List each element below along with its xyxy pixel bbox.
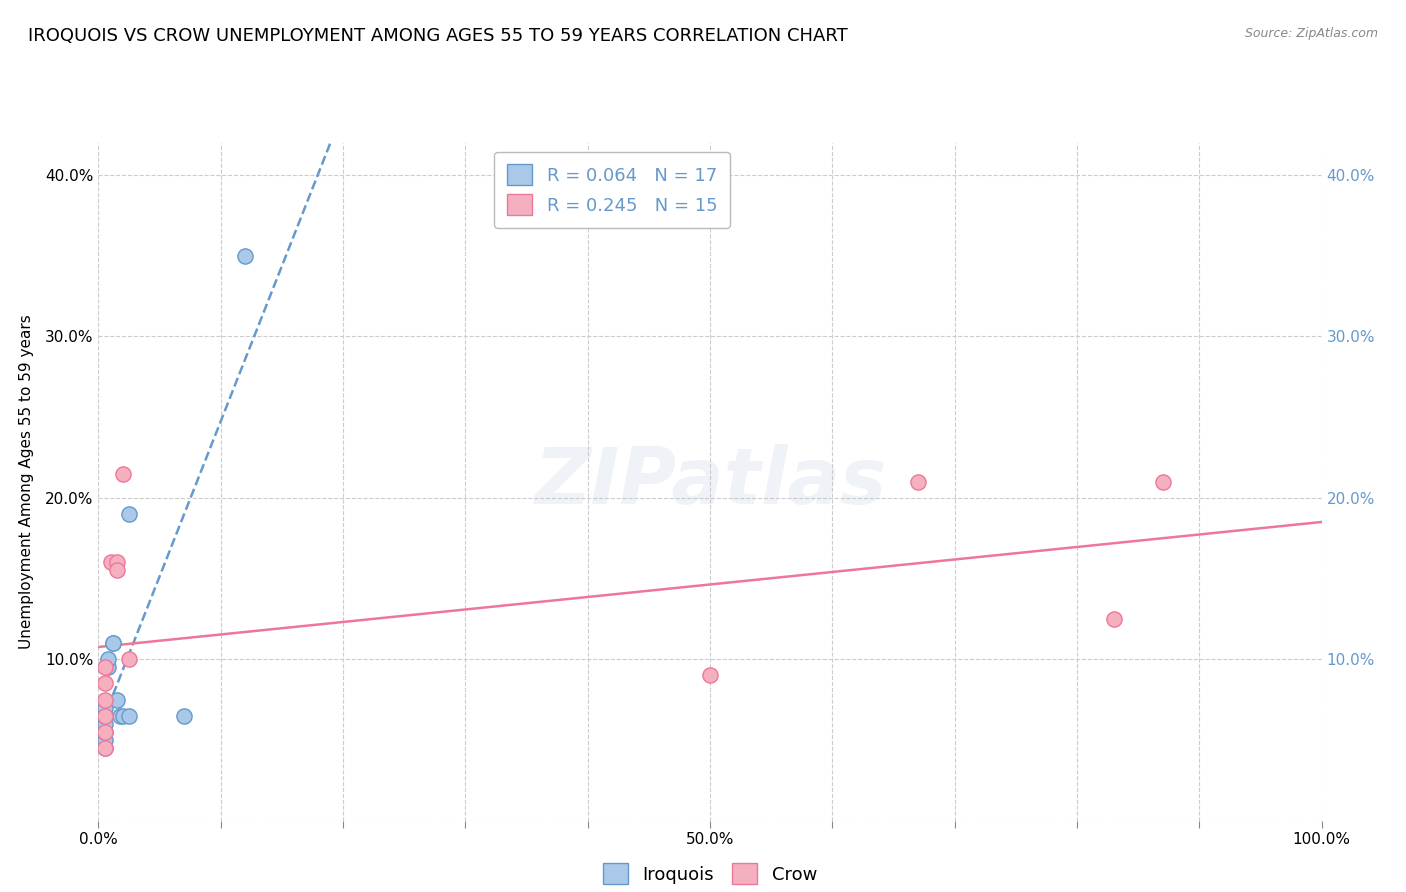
Text: ZIPatlas: ZIPatlas xyxy=(534,443,886,520)
Point xyxy=(97,660,120,674)
Point xyxy=(1152,475,1174,489)
Point xyxy=(1102,612,1125,626)
Point xyxy=(173,708,195,723)
Point xyxy=(100,555,122,569)
Legend: Iroquois, Crow: Iroquois, Crow xyxy=(593,854,827,892)
Point xyxy=(93,741,115,756)
Point xyxy=(118,507,141,521)
Point xyxy=(93,716,115,731)
Point xyxy=(93,700,115,714)
Point xyxy=(118,708,141,723)
Point xyxy=(105,564,128,578)
Point xyxy=(93,708,115,723)
Point xyxy=(93,676,115,690)
Point xyxy=(93,708,115,723)
Point xyxy=(110,708,132,723)
Y-axis label: Unemployment Among Ages 55 to 59 years: Unemployment Among Ages 55 to 59 years xyxy=(18,314,34,649)
Point xyxy=(111,467,134,481)
Text: Source: ZipAtlas.com: Source: ZipAtlas.com xyxy=(1244,27,1378,40)
Point xyxy=(93,733,115,747)
Point xyxy=(101,636,124,650)
Point xyxy=(907,475,929,489)
Point xyxy=(118,652,141,666)
Text: IROQUOIS VS CROW UNEMPLOYMENT AMONG AGES 55 TO 59 YEARS CORRELATION CHART: IROQUOIS VS CROW UNEMPLOYMENT AMONG AGES… xyxy=(28,27,848,45)
Point xyxy=(93,724,115,739)
Point xyxy=(93,660,115,674)
Point xyxy=(93,741,115,756)
Point xyxy=(93,692,115,706)
Point xyxy=(101,636,124,650)
Point xyxy=(111,708,134,723)
Point xyxy=(93,724,115,739)
Point xyxy=(105,692,128,706)
Point xyxy=(97,652,120,666)
Point xyxy=(699,668,721,682)
Point xyxy=(233,249,256,263)
Point xyxy=(105,555,128,569)
